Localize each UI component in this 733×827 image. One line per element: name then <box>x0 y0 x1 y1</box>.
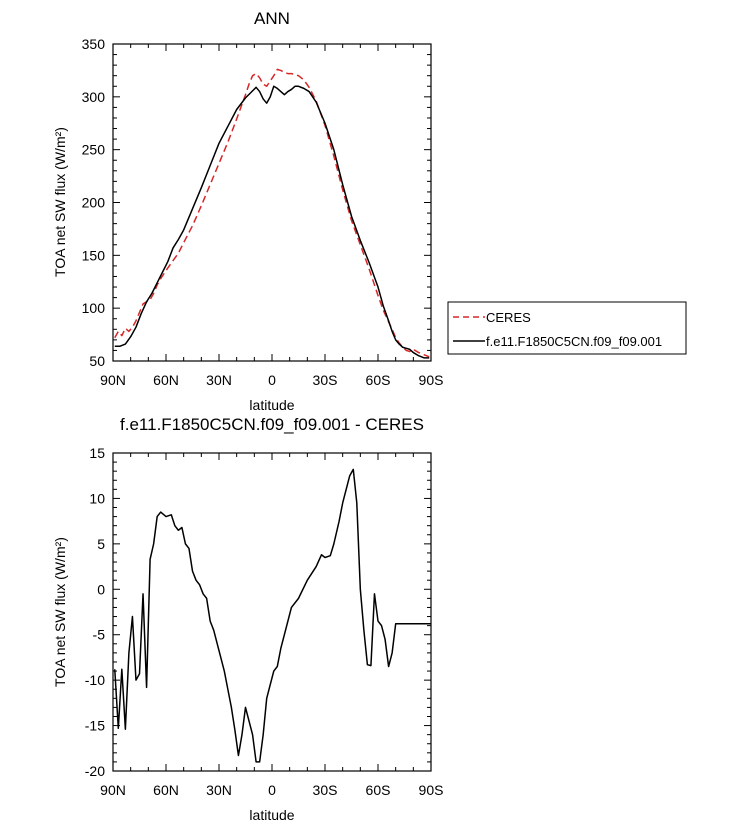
upper-panel: ANN 90N 60N 30N 0 30S 60S 90S 50 100 150 200 250 30… <box>52 9 687 413</box>
upper-y-tick-label: 250 <box>82 142 106 158</box>
lower-series-line-0 <box>114 468 431 763</box>
upper-series-line-1 <box>114 85 430 359</box>
lower-y-tick-labels: -20 -15 -10 -5 0 5 10 15 <box>85 445 105 779</box>
upper-x-tick-label: 30S <box>313 372 338 388</box>
upper-x-tick-label: 90S <box>419 372 444 388</box>
upper-data-lines <box>114 68 430 359</box>
lower-y-tick-label: 10 <box>89 490 105 506</box>
upper-x-axis-title: latitude <box>249 397 294 413</box>
upper-plot-frame <box>112 43 432 362</box>
upper-y-tick-label: 150 <box>82 247 106 263</box>
lower-x-tick-label: 90N <box>100 782 126 798</box>
upper-y-tick-labels: 50 100 150 200 250 300 350 <box>82 36 106 369</box>
upper-y-tick-label: 300 <box>82 89 106 105</box>
upper-x-tick-label: 30N <box>206 372 232 388</box>
legend-label-model: f.e11.F1850C5CN.f09_f09.001 <box>486 334 662 349</box>
lower-y-tick-label: -15 <box>85 718 105 734</box>
upper-x-tick-label: 60N <box>153 372 179 388</box>
lower-plot-title: f.e11.F1850C5CN.f09_f09.001 - CERES <box>120 415 424 434</box>
legend-label-ceres: CERES <box>486 310 531 325</box>
lower-x-axis-title: latitude <box>249 807 294 823</box>
lower-plot-frame <box>112 452 432 772</box>
legend: CERES f.e11.F1850C5CN.f09_f09.001 <box>447 301 687 355</box>
upper-x-tick-label: 0 <box>268 372 276 388</box>
lower-y-tick-label: -10 <box>85 672 105 688</box>
legend-box <box>447 301 687 355</box>
lower-y-tick-label: 15 <box>89 445 105 461</box>
upper-x-tick-label: 60S <box>366 372 391 388</box>
lower-tick-marks <box>112 452 432 772</box>
lower-x-tick-labels: 90N 60N 30N 0 30S 60S 90S <box>100 782 443 798</box>
upper-series-line-0 <box>114 68 430 358</box>
lower-y-tick-label: 0 <box>97 581 105 597</box>
lower-data-lines <box>114 468 431 763</box>
lower-x-tick-label: 30S <box>313 782 338 798</box>
upper-plot-title: ANN <box>254 9 290 28</box>
upper-y-tick-label: 50 <box>89 353 105 369</box>
lower-x-tick-label: 60S <box>366 782 391 798</box>
lower-x-tick-label: 60N <box>153 782 179 798</box>
upper-x-tick-label: 90N <box>100 372 126 388</box>
lower-y-tick-label: -5 <box>93 627 106 643</box>
lower-panel: f.e11.F1850C5CN.f09_f09.001 - CERES 90N 6… <box>52 415 443 823</box>
lower-x-tick-label: 90S <box>419 782 444 798</box>
lower-x-tick-label: 0 <box>268 782 276 798</box>
upper-x-tick-labels: 90N 60N 30N 0 30S 60S 90S <box>100 372 443 388</box>
lower-y-tick-label: 5 <box>97 536 105 552</box>
upper-y-tick-label: 100 <box>82 300 106 316</box>
lower-y-axis-title: TOA net SW flux (W/m²) <box>52 537 68 687</box>
upper-y-tick-label: 200 <box>82 195 106 211</box>
upper-y-axis-title: TOA net SW flux (W/m²) <box>52 127 68 277</box>
lower-x-tick-label: 30N <box>206 782 232 798</box>
lower-y-tick-label: -20 <box>85 763 105 779</box>
upper-y-tick-label: 350 <box>82 36 106 52</box>
